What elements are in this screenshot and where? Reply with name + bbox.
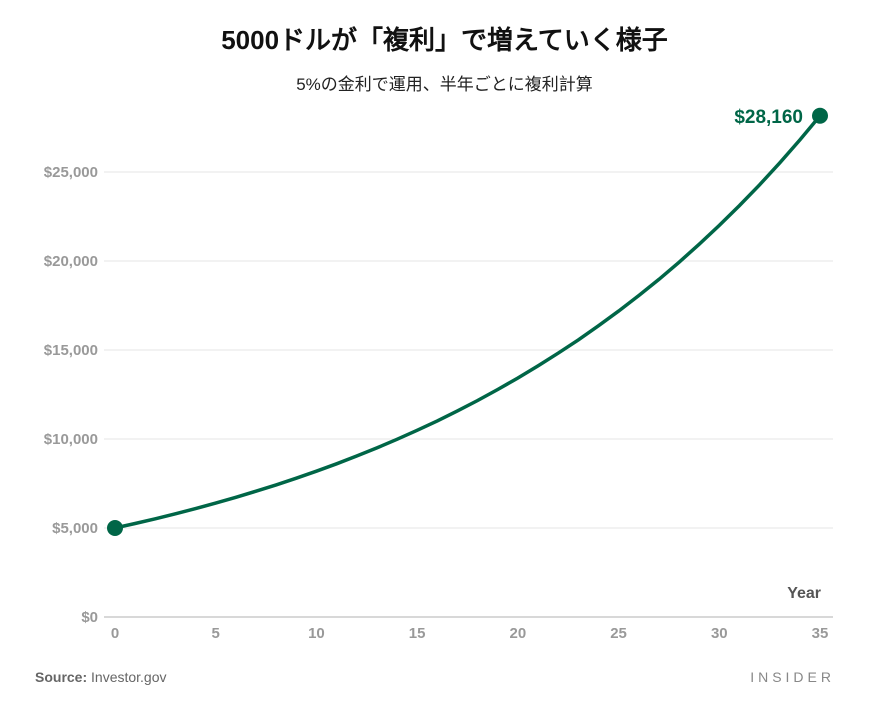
y-tick-label: $10,000 — [44, 431, 98, 448]
chart-subtitle: 5%の金利で運用、半年ごとに複利計算 — [296, 75, 593, 94]
x-tick-label: 10 — [308, 625, 325, 642]
y-tick-label: $5,000 — [52, 520, 98, 537]
source-label: Source: — [35, 669, 88, 685]
source-note: Source: Investor.gov — [35, 669, 167, 685]
data-point-marker — [812, 107, 828, 124]
x-tick-label: 20 — [510, 625, 527, 642]
y-tick-label: $15,000 — [44, 342, 98, 359]
insider-logo: INSIDER — [750, 669, 835, 685]
y-tick-label: $20,000 — [44, 253, 98, 270]
series-line — [114, 114, 822, 530]
y-tick-label: $25,000 — [44, 164, 98, 181]
x-tick-label: 25 — [610, 625, 627, 642]
x-tick-label: 0 — [111, 625, 119, 642]
data-point-marker — [107, 520, 123, 536]
chart-title: 5000ドルが「複利」で増えていく様子 — [221, 25, 668, 55]
x-tick-label: 35 — [812, 625, 829, 642]
x-tick-label: 30 — [711, 625, 728, 642]
x-tick-label: 15 — [409, 625, 426, 642]
end-value-label: $28,160 — [734, 107, 803, 128]
x-axis-label: Year — [787, 585, 821, 602]
source-value: Investor.gov — [91, 669, 167, 685]
x-tick-label: 5 — [212, 625, 220, 642]
y-tick-label: $0 — [81, 609, 98, 626]
